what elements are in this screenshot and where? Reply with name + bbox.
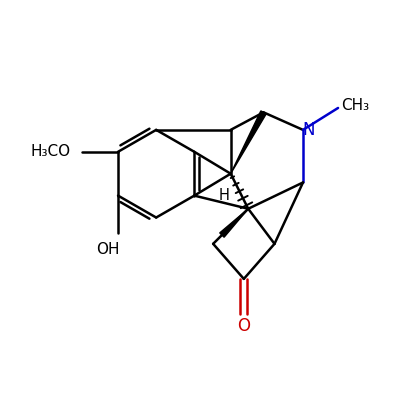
Text: OH: OH bbox=[96, 242, 120, 256]
Text: H₃CO: H₃CO bbox=[31, 144, 71, 159]
Text: CH₃: CH₃ bbox=[342, 98, 370, 113]
Text: N: N bbox=[302, 121, 314, 139]
Polygon shape bbox=[220, 209, 248, 237]
Polygon shape bbox=[231, 111, 266, 174]
Text: O: O bbox=[237, 317, 250, 335]
Text: H: H bbox=[219, 188, 230, 203]
